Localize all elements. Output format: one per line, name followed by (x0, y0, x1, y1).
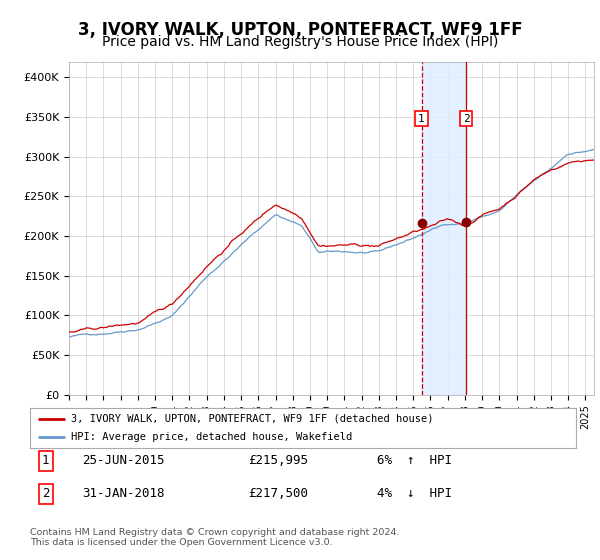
Text: 1: 1 (42, 454, 50, 468)
Text: 6%  ↑  HPI: 6% ↑ HPI (377, 454, 452, 468)
Bar (422, 62, 466, 395)
Text: Price paid vs. HM Land Registry's House Price Index (HPI): Price paid vs. HM Land Registry's House … (102, 35, 498, 49)
Text: £215,995: £215,995 (248, 454, 308, 468)
Text: 25-JUN-2015: 25-JUN-2015 (82, 454, 164, 468)
Text: 1: 1 (418, 114, 425, 124)
Text: HPI: Average price, detached house, Wakefield: HPI: Average price, detached house, Wake… (71, 432, 352, 442)
Text: 3, IVORY WALK, UPTON, PONTEFRACT, WF9 1FF (detached house): 3, IVORY WALK, UPTON, PONTEFRACT, WF9 1F… (71, 414, 433, 423)
Text: 31-JAN-2018: 31-JAN-2018 (82, 487, 164, 501)
Text: 2: 2 (42, 487, 50, 501)
Text: 3, IVORY WALK, UPTON, PONTEFRACT, WF9 1FF: 3, IVORY WALK, UPTON, PONTEFRACT, WF9 1F… (77, 21, 523, 39)
Text: 4%  ↓  HPI: 4% ↓ HPI (377, 487, 452, 501)
Text: £217,500: £217,500 (248, 487, 308, 501)
Text: 2: 2 (463, 114, 470, 124)
Text: Contains HM Land Registry data © Crown copyright and database right 2024.
This d: Contains HM Land Registry data © Crown c… (30, 528, 400, 547)
